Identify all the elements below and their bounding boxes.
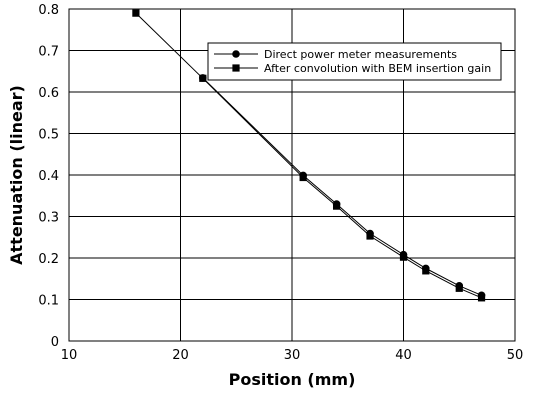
data-point-square — [422, 267, 430, 275]
x-tick-label: 30 — [284, 348, 301, 363]
y-tick-label: 0.5 — [38, 128, 59, 143]
y-tick-label: 0.6 — [38, 86, 59, 101]
y-tick-label: 0 — [51, 335, 59, 350]
legend-box — [207, 42, 502, 81]
series-2 — [132, 9, 486, 302]
x-tick-label: 50 — [507, 348, 524, 363]
y-tick-label: 0.4 — [38, 169, 59, 184]
data-point-square — [333, 202, 341, 210]
y-axis-title: Attenuation (linear) — [7, 85, 26, 265]
legend-label: After convolution with BEM insertion gai… — [264, 62, 491, 75]
y-tick-label: 0.2 — [38, 252, 59, 267]
plot-area — [68, 8, 516, 342]
y-tick-label: 0.8 — [38, 3, 59, 18]
data-point-square — [132, 9, 140, 17]
legend-label: Direct power meter measurements — [264, 48, 457, 61]
legend-square-marker — [232, 64, 240, 72]
x-axis-title: Position (mm) — [229, 370, 356, 389]
data-point-square — [455, 284, 463, 292]
x-tick-label: 10 — [61, 348, 78, 363]
y-axis-tick-labels: 0 0.1 0.2 0.3 0.4 0.5 0.6 0.7 0.8 — [38, 3, 59, 350]
series-line — [202, 77, 482, 296]
x-axis-tick-labels: 10 20 30 40 50 — [61, 348, 524, 363]
x-tick-label: 40 — [395, 348, 412, 363]
data-series — [132, 9, 486, 302]
data-point-square — [299, 173, 307, 182]
legend-circle-marker — [232, 50, 240, 58]
x-tick-label: 20 — [172, 348, 189, 363]
y-tick-label: 0.7 — [38, 45, 59, 60]
y-tick-label: 0.3 — [38, 211, 59, 226]
data-point-square — [477, 294, 486, 302]
data-point-square — [199, 74, 207, 82]
legend-item: Direct power meter measurements — [214, 48, 457, 61]
data-point-square — [399, 253, 408, 261]
y-tick-label: 0.1 — [38, 294, 59, 309]
legend-item: After convolution with BEM insertion gai… — [214, 62, 491, 75]
data-point-square — [366, 232, 374, 240]
